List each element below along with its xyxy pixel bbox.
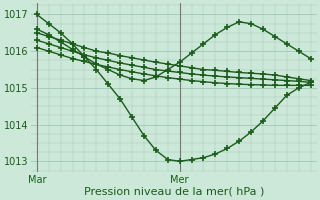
X-axis label: Pression niveau de la mer( hPa ): Pression niveau de la mer( hPa ): [84, 187, 264, 197]
